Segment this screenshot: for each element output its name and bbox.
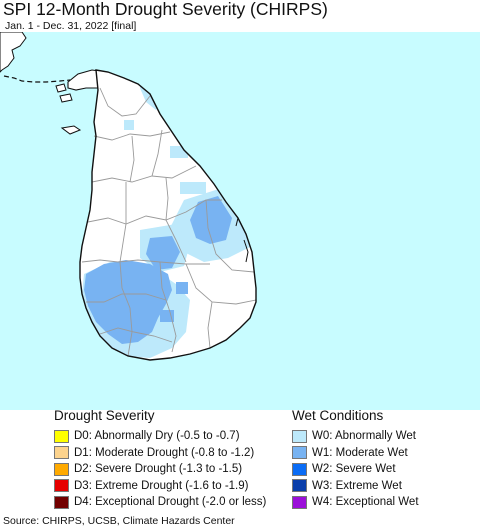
mannar-island (60, 125, 82, 135)
district-boundaries (81, 87, 257, 357)
east-lagoon-a (231, 209, 239, 227)
east-lagoon-b (243, 239, 249, 263)
w1-patch-b (176, 282, 188, 294)
legend-item-w1: W1: Moderate Wet (292, 445, 472, 461)
legend-label-w0: W0: Abnormally Wet (312, 430, 416, 442)
legend-label-d1: D1: Moderate Drought (-0.8 to -1.2) (74, 446, 255, 459)
drought-legend-heading: Drought Severity (54, 408, 155, 423)
map-canvas (0, 32, 480, 410)
wet-legend-heading: Wet Conditions (292, 408, 384, 423)
island-b (59, 93, 73, 103)
w0-patch-a (124, 120, 134, 130)
legend-swatch-w0 (292, 429, 307, 443)
drought-legend: Drought Severity D0: Abnormally Dry (-0.… (54, 408, 286, 511)
adams-bridge (3, 75, 71, 83)
india-coast (0, 32, 27, 73)
legend-swatch-d4 (54, 495, 69, 509)
map-subtitle: Jan. 1 - Dec. 31, 2022 [final] (5, 20, 137, 32)
island-coastline (79, 69, 257, 361)
legend-item-d0: D0: Abnormally Dry (-0.5 to -0.7) (54, 428, 286, 444)
legend-label-d0: D0: Abnormally Dry (-0.5 to -0.7) (74, 430, 240, 442)
legend-item-w2: W2: Severe Wet (292, 461, 472, 477)
legend-item-d1: D1: Moderate Drought (-0.8 to -1.2) (54, 445, 286, 461)
source-credit: Source: CHIRPS, UCSB, Climate Hazards Ce… (3, 515, 235, 527)
legend-swatch-w4 (292, 495, 307, 509)
legend-label-w4: W4: Exceptional Wet (312, 496, 419, 508)
wet-legend: Wet Conditions W0: Abnormally Wet W1: Mo… (292, 408, 472, 511)
w1-patch-east (190, 196, 232, 244)
legend-swatch-d2 (54, 462, 69, 476)
legend-swatch-w2 (292, 462, 307, 476)
drought-map (0, 32, 480, 410)
legend-swatch-w3 (292, 479, 307, 492)
legend-item-d3: D3: Extreme Drought (-1.6 to -1.9) (54, 478, 286, 494)
legend-label-w2: W2: Severe Wet (312, 463, 396, 475)
w0-patch-c (180, 182, 206, 194)
legend-label-w1: W1: Moderate Wet (312, 446, 408, 459)
legend-swatch-d1 (54, 446, 69, 459)
legend-swatch-d3 (54, 479, 69, 492)
legend-label-d2: D2: Severe Drought (-1.3 to -1.5) (74, 463, 243, 475)
legend-swatch-w1 (292, 446, 307, 459)
legend-label-d3: D3: Extreme Drought (-1.6 to -1.9) (74, 479, 249, 492)
legend-item-w3: W3: Extreme Wet (292, 478, 472, 494)
legend-item-w0: W0: Abnormally Wet (292, 428, 472, 444)
legend-swatch-d0 (54, 429, 69, 443)
legend-label-d4: D4: Exceptional Drought (-2.0 or less) (74, 496, 267, 508)
island-a (55, 83, 67, 93)
legend-label-w3: W3: Extreme Wet (312, 479, 402, 492)
map-title: SPI 12-Month Drought Severity (CHIRPS) (3, 0, 328, 19)
legend-item-d2: D2: Severe Drought (-1.3 to -1.5) (54, 461, 286, 477)
legend-item-d4: D4: Exceptional Drought (-2.0 or less) (54, 494, 286, 510)
legend-item-w4: W4: Exceptional Wet (292, 494, 472, 510)
